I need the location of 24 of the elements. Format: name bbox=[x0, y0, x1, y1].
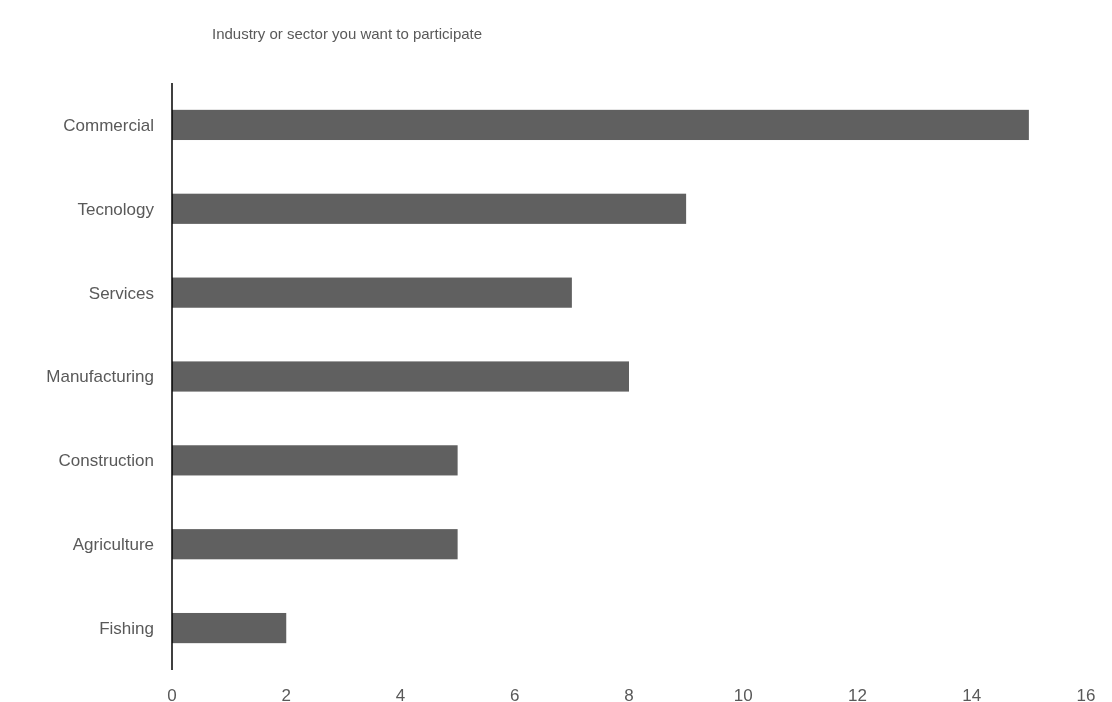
x-tick-label: 4 bbox=[395, 686, 406, 702]
x-tick-label: 14 bbox=[962, 686, 982, 702]
bar bbox=[172, 109, 1029, 141]
bar bbox=[172, 445, 458, 476]
x-tick-label: 6 bbox=[510, 686, 520, 702]
x-tick-label: 12 bbox=[848, 686, 867, 702]
y-tick-label: Agriculture bbox=[72, 535, 154, 555]
bar bbox=[172, 277, 572, 308]
y-tick-label: Fishing bbox=[99, 619, 154, 639]
x-tick-label: 0 bbox=[167, 686, 177, 702]
bar bbox=[172, 612, 287, 644]
y-tick-label: Commercial bbox=[63, 115, 154, 135]
x-tick-label: 2 bbox=[281, 686, 291, 702]
x-tick-label: 16 bbox=[1076, 686, 1096, 702]
bar bbox=[172, 361, 629, 392]
bar bbox=[172, 193, 687, 224]
x-tick-label: 10 bbox=[733, 686, 753, 702]
y-tick-label: Manufacturing bbox=[46, 367, 154, 387]
y-tick-label: Construction bbox=[58, 451, 154, 471]
x-tick-label: 8 bbox=[624, 686, 634, 702]
y-tick-label: Tecnology bbox=[77, 199, 155, 219]
chart-title: Industry or sector you want to participate bbox=[212, 25, 483, 42]
y-tick-label: Services bbox=[88, 283, 154, 303]
bar bbox=[172, 529, 458, 560]
